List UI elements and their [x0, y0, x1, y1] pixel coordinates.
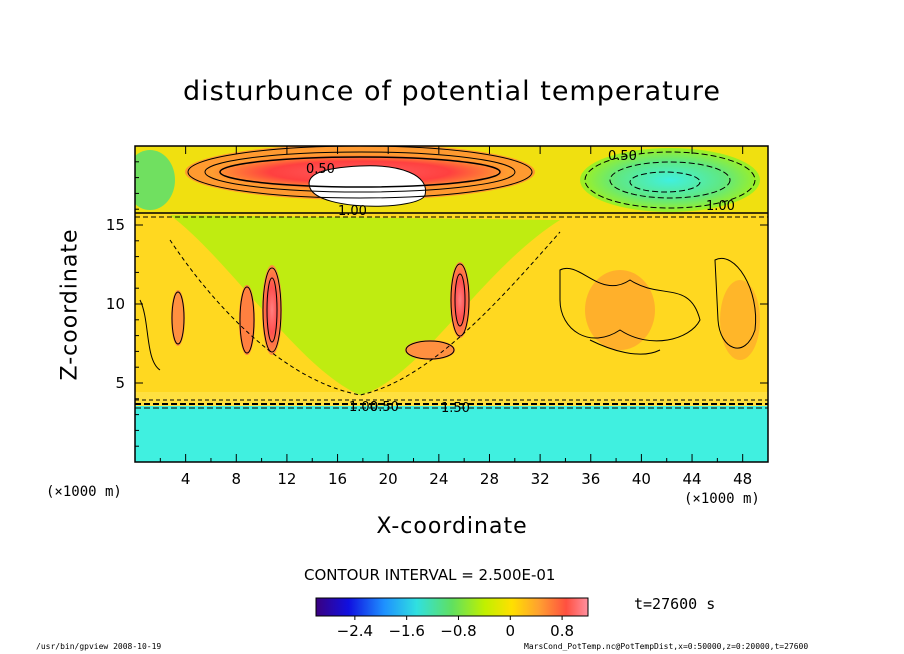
footer-right: MarsCond_PotTemp.nc@PotTempDist,x=0:5000… [524, 642, 809, 651]
contour-label: 0.50 [370, 400, 399, 415]
x-tick-label: 20 [379, 470, 398, 488]
x-tick-label: 36 [581, 470, 600, 488]
x-tick-label: 32 [531, 470, 550, 488]
x-axis-ticks: 4 8 12 16 20 24 28 32 36 40 44 48 [159, 146, 752, 488]
contour-labels: 0.50 0.50 1.00 1.00 1.00 0.50 1.50 [306, 149, 735, 416]
x-tick-label: 48 [733, 470, 752, 488]
plume-right [450, 262, 470, 338]
contour-label: 0.50 [306, 162, 335, 177]
y-axis-unit: (×1000 m) [46, 484, 122, 500]
x-axis-label: X-coordinate [376, 514, 528, 539]
upper-left-cold [135, 150, 175, 210]
colorbar [316, 598, 588, 616]
x-tick-label: 4 [181, 470, 191, 488]
y-axis-label: Z-coordinate [57, 228, 83, 381]
x-tick-label: 44 [682, 470, 701, 488]
colorbar-ticks: −2.4 −1.6 −0.8 0 0.8 [337, 616, 574, 640]
plume-left [262, 265, 282, 355]
footer-left: /usr/bin/gpview 2008-10-19 [36, 642, 162, 651]
plume-left-2 [239, 285, 255, 355]
contour-label: 1.50 [441, 401, 470, 416]
colorbar-tick-label: −2.4 [337, 622, 373, 640]
contour-label: 1.00 [349, 400, 378, 415]
patch-left [171, 290, 185, 346]
contour-interval-text: CONTOUR INTERVAL = 2.500E-01 [304, 566, 556, 584]
contour-label: 0.50 [608, 149, 637, 164]
patch-right [585, 270, 655, 350]
y-tick-label: 10 [106, 295, 125, 313]
x-tick-label: 24 [429, 470, 448, 488]
colorbar-tick-label: −0.8 [440, 622, 476, 640]
lower-transition [135, 392, 768, 406]
y-tick-label: 5 [115, 374, 125, 392]
x-tick-label: 8 [232, 470, 242, 488]
contour-label: 1.00 [338, 204, 367, 219]
x-tick-label: 28 [480, 470, 499, 488]
x-axis-unit: (×1000 m) [684, 491, 760, 507]
colorbar-frame [315, 597, 589, 617]
contour-label: 1.00 [706, 199, 735, 214]
contour-lines [135, 146, 768, 409]
patch-center [405, 340, 455, 360]
y-axis-ticks: 5 10 15 [106, 161, 768, 447]
central-green-region [170, 215, 560, 395]
upper-white-core [309, 165, 426, 207]
y-tick-label: 15 [106, 216, 125, 234]
upper-cold-anomaly [580, 148, 760, 212]
colorbar-tick-label: 0.8 [550, 622, 574, 640]
lower-stable-layer [135, 404, 768, 462]
colorbar-tick-label: 0 [506, 622, 516, 640]
x-tick-label: 12 [277, 470, 296, 488]
time-label: t=27600 s [634, 595, 716, 613]
x-tick-label: 40 [632, 470, 651, 488]
colorbar-tick-label: −1.6 [388, 622, 424, 640]
x-tick-label: 16 [328, 470, 347, 488]
chart-title: disturbunce of potential temperature [183, 76, 721, 107]
heatmap-field [135, 146, 768, 462]
